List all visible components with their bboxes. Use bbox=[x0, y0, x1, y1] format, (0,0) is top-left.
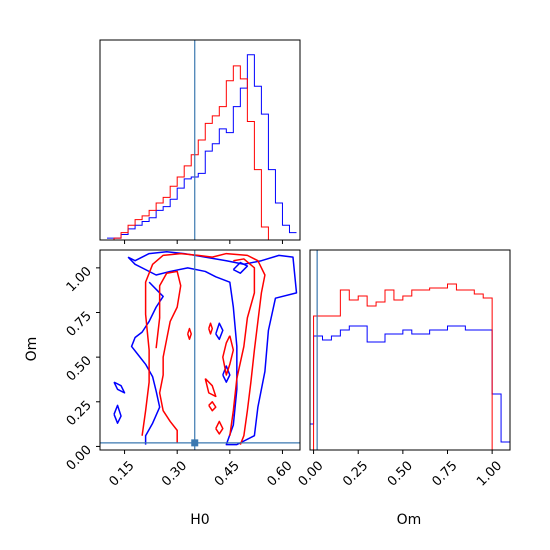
contour-red-8 bbox=[208, 322, 214, 335]
om-y-tick-label-4: 1.00 bbox=[64, 264, 95, 295]
h0-hist-frame bbox=[99, 39, 301, 241]
truth-marker bbox=[191, 439, 199, 447]
contour-blue-0 bbox=[127, 251, 298, 446]
contour-frame bbox=[99, 249, 301, 451]
om-y-tick-label-3: 0.75 bbox=[64, 309, 95, 340]
om-axis-label: Om bbox=[397, 512, 422, 528]
contour-red-2 bbox=[229, 258, 256, 436]
contour-red-4 bbox=[204, 378, 217, 398]
om-y-tick-label-2: 0.50 bbox=[64, 353, 95, 384]
contour-blue-1 bbox=[130, 281, 164, 445]
h0-tick-label-0: 0.15 bbox=[107, 458, 138, 489]
contour-blue-4 bbox=[232, 261, 249, 274]
h0-hist-series-blue bbox=[107, 54, 297, 239]
om-x-tick-label-2: 0.50 bbox=[385, 458, 416, 489]
h0-axis-label: H0 bbox=[190, 512, 209, 528]
om-x-tick-label-1: 0.25 bbox=[340, 458, 371, 489]
om-y-tick-label-0: 0.00 bbox=[64, 443, 95, 474]
contour-red-5 bbox=[215, 420, 224, 435]
om-y-axis-label: Om bbox=[24, 337, 40, 362]
om-y-tick-label-1: 0.25 bbox=[64, 398, 95, 429]
om-histogram-panel: 0.00 0.25 0.50 0.75 1.00 bbox=[296, 249, 511, 490]
contour-blue-3 bbox=[113, 404, 122, 424]
om-hist-series-red bbox=[310, 283, 510, 450]
contour-red-6 bbox=[208, 401, 217, 412]
om-hist-series-blue bbox=[310, 325, 510, 443]
contour-red-3 bbox=[222, 335, 235, 376]
h0-om-contour-panel: 0.15 0.30 0.45 0.60 0.00 0.25 0.50 0.75 1.00 bbox=[64, 249, 301, 490]
contour-red-1 bbox=[155, 270, 182, 443]
h0-tick-label-2: 0.45 bbox=[212, 458, 243, 489]
h0-hist-series-red bbox=[107, 65, 297, 240]
om-x-tick-label-0: 0.00 bbox=[296, 458, 327, 489]
h0-tick-label-1: 0.30 bbox=[159, 458, 190, 489]
h0-hist-plot-area bbox=[107, 54, 297, 240]
contour-blue-2 bbox=[113, 381, 126, 394]
h0-tick-label-3: 0.60 bbox=[264, 458, 295, 489]
om-x-tick-label-3: 0.75 bbox=[429, 458, 460, 489]
om-x-tick-label-4: 1.00 bbox=[474, 458, 505, 489]
h0-histogram-panel bbox=[99, 39, 301, 244]
om-hist-plot-area bbox=[310, 283, 510, 450]
contour-red-0 bbox=[141, 252, 266, 445]
om-hist-frame bbox=[309, 249, 511, 451]
contour-red-7 bbox=[187, 327, 192, 341]
contour-plot-area bbox=[113, 251, 298, 446]
contour-blue-5 bbox=[215, 322, 224, 341]
